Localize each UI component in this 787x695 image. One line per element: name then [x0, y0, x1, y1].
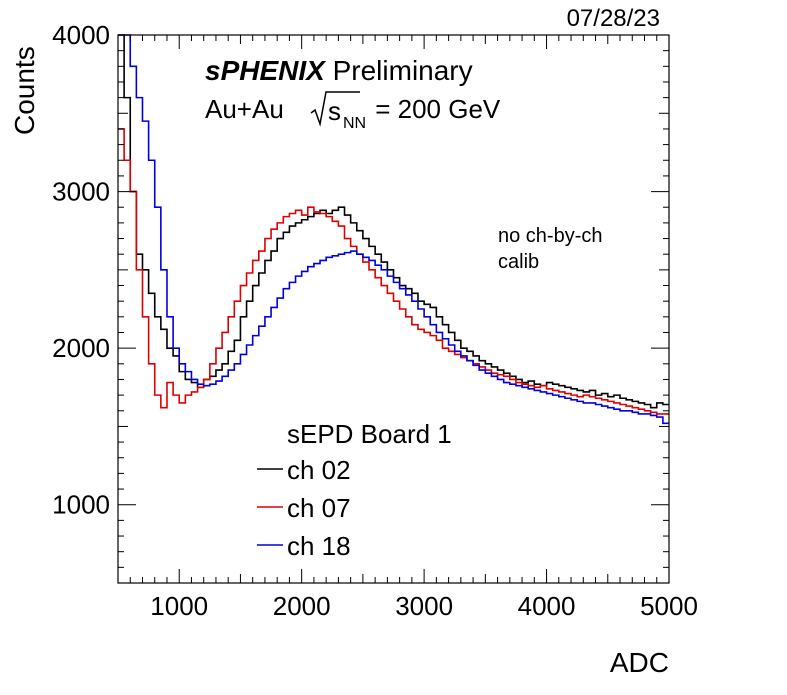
legend-label: ch 18 [287, 531, 351, 561]
axes-group: 1000 2000 3000 4000 5000 1000 2000 3000 4000 [52, 20, 698, 621]
legend: sEPD Board 1 ch 02 ch 07 ch 18 [257, 419, 452, 561]
series-line-ch-07 [118, 128, 669, 415]
energy-label: Au+Au s NN = 200 GeV [205, 91, 501, 132]
x-tick-label: 2000 [273, 591, 331, 621]
plot-frame [117, 34, 670, 584]
sqrt-symbol [310, 91, 360, 127]
energy-value: = 200 GeV [368, 94, 501, 124]
series-group [118, 34, 669, 425]
series-line-ch-18 [118, 34, 669, 425]
y-tick-label: 4000 [52, 20, 110, 50]
x-axis-label: ADC [610, 647, 669, 678]
energy-subscript: NN [343, 115, 366, 132]
x-tick-label: 3000 [395, 591, 453, 621]
y-tick-label: 1000 [52, 490, 110, 520]
legend-label: ch 07 [287, 493, 351, 523]
note-line-2: calib [498, 251, 539, 273]
x-tick-label: 5000 [640, 591, 698, 621]
y-axis-label: Counts [9, 46, 40, 135]
date-stamp: 07/28/23 [567, 5, 660, 32]
legend-label: ch 02 [287, 455, 351, 485]
experiment-label: sPHENIX Preliminary [205, 55, 473, 86]
x-tick-label: 1000 [150, 591, 208, 621]
x-tick-label: 4000 [518, 591, 576, 621]
system-label: Au+Au [205, 94, 291, 124]
series-line-ch-02 [118, 34, 669, 409]
note-line-1: no ch-by-ch [498, 225, 603, 247]
y-tick-label: 2000 [52, 333, 110, 363]
experiment-bold: sPHENIX [205, 55, 327, 86]
energy-s: s [328, 96, 341, 126]
y-tick-label: 3000 [52, 177, 110, 207]
legend-title: sEPD Board 1 [287, 419, 452, 449]
experiment-preliminary: Preliminary [325, 55, 473, 86]
